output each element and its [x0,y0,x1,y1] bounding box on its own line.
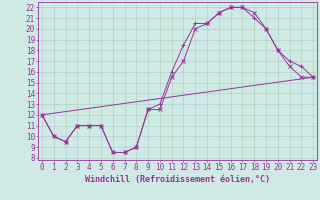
X-axis label: Windchill (Refroidissement éolien,°C): Windchill (Refroidissement éolien,°C) [85,175,270,184]
